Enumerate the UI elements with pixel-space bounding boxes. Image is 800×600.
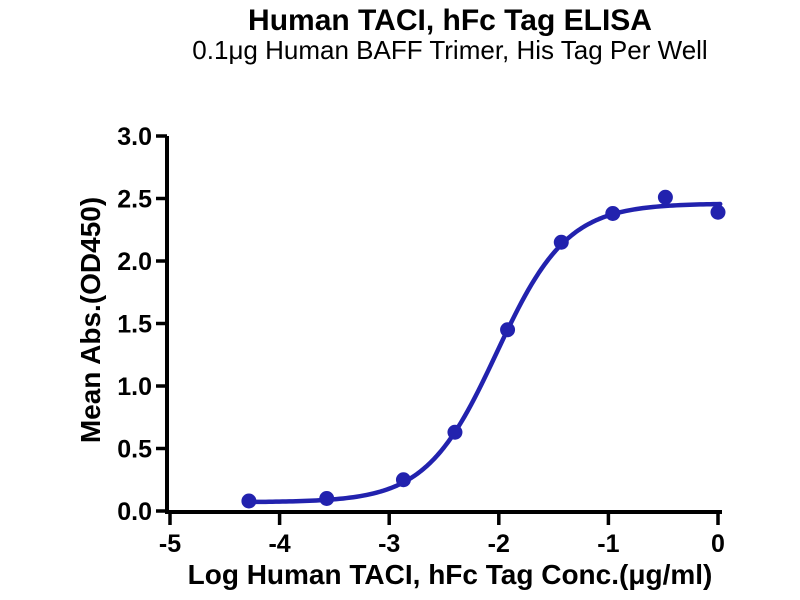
axes <box>156 134 722 525</box>
y-tick-label: 2.0 <box>117 248 152 276</box>
tick-labels: 0.0 0.5 1.0 1.5 2.0 2.5 3.0 -5 -4 -3 -2 -1 0 <box>117 123 725 558</box>
data-point <box>241 493 257 509</box>
data-point <box>447 424 463 440</box>
x-tick-label: 0 <box>711 530 725 558</box>
dose-response-curve <box>246 201 723 505</box>
data-point <box>657 189 673 205</box>
y-tick-label: 1.5 <box>117 311 152 339</box>
data-point <box>395 472 411 488</box>
y-tick-label: 0.5 <box>117 436 152 464</box>
x-tick-label: -5 <box>159 530 181 558</box>
y-tick-label: 2.5 <box>117 186 152 214</box>
fit-curve <box>246 201 723 505</box>
y-tick-label: 1.0 <box>117 373 152 401</box>
y-axis-label: Mean Abs.(OD450) <box>75 197 106 443</box>
data-point <box>553 234 569 250</box>
data-point <box>605 206 621 221</box>
x-axis-label: Log Human TACI, hFc Tag Conc.(μg/ml) <box>188 559 713 590</box>
data-point <box>319 491 335 506</box>
y-tick-label: 0.0 <box>117 498 152 526</box>
x-tick-label: -3 <box>378 530 400 558</box>
x-tick-label: -2 <box>488 530 510 558</box>
x-tick-label: -4 <box>268 530 290 558</box>
x-tick-label: -1 <box>597 530 619 558</box>
data-points <box>241 189 726 509</box>
y-tick-label: 3.0 <box>117 123 152 151</box>
chart-title: Human TACI, hFc Tag ELISA <box>248 4 652 37</box>
data-point <box>710 204 726 220</box>
chart-subtitle: 0.1μg Human BAFF Trimer, His Tag Per Wel… <box>192 35 707 65</box>
data-point <box>500 322 516 338</box>
